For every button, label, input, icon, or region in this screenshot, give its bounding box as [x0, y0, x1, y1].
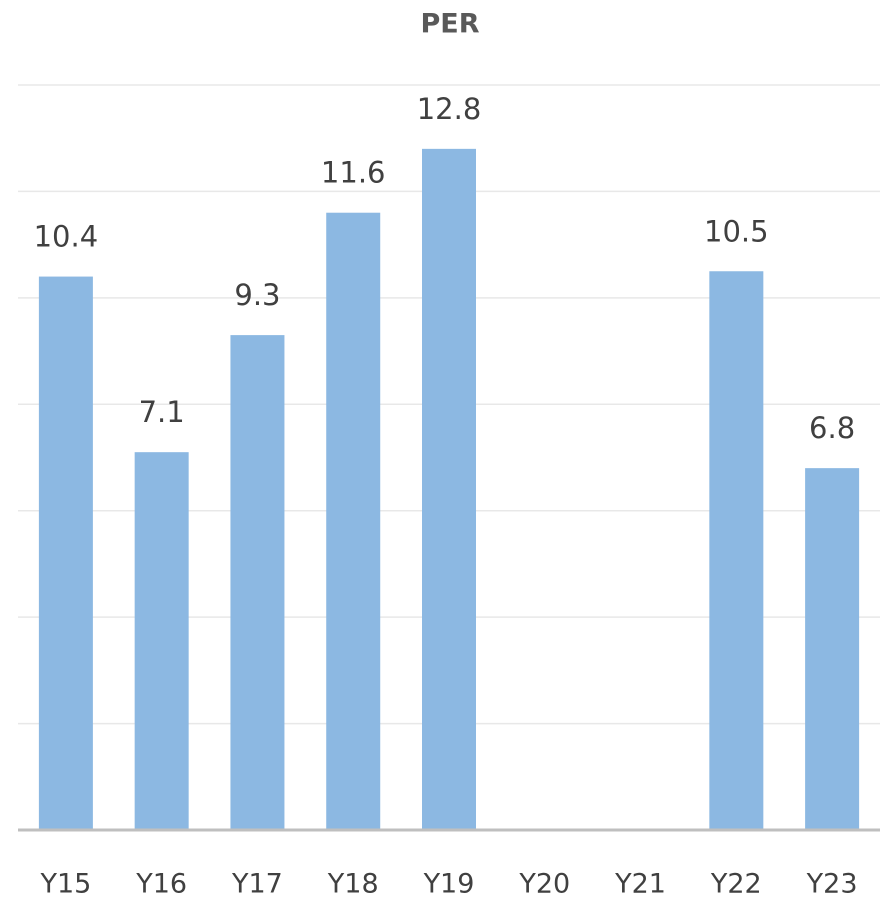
x-tick-label: Y21: [614, 869, 666, 899]
bar: [326, 212, 381, 830]
data-label: 10.5: [704, 214, 769, 248]
x-tick-label: Y16: [135, 869, 187, 899]
data-label: 10.4: [34, 220, 99, 254]
x-tick-label: Y15: [39, 869, 91, 899]
data-label: 9.3: [234, 278, 280, 312]
x-tick-label: Y17: [231, 869, 283, 899]
x-tick-label: Y22: [710, 869, 762, 899]
bar: [709, 271, 764, 830]
bar: [134, 452, 189, 830]
chart-title: PER: [420, 9, 479, 40]
data-label: 12.8: [417, 92, 482, 126]
bar: [230, 335, 285, 830]
bar: [38, 276, 93, 831]
bar: [422, 148, 476, 830]
x-tick-label: Y18: [327, 869, 379, 899]
x-tick-label: Y23: [806, 869, 858, 899]
x-tick-label: Y20: [518, 869, 570, 899]
bar: [805, 468, 860, 830]
data-label: 7.1: [139, 395, 185, 429]
data-label: 11.6: [321, 156, 386, 190]
x-tick-label: Y19: [423, 869, 475, 899]
data-label: 6.8: [809, 411, 855, 445]
